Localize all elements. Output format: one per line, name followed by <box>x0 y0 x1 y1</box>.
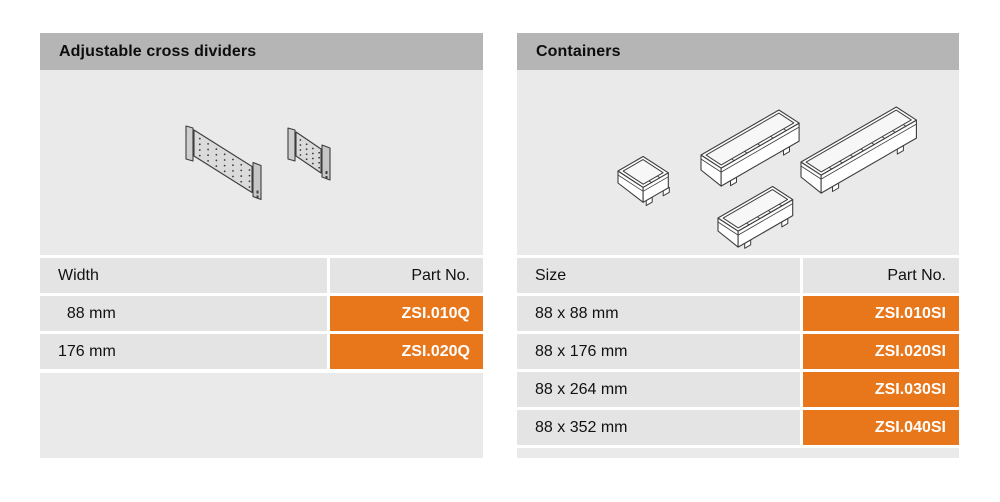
table-header-row: Size Part No. <box>517 258 959 293</box>
table-row: 88 mm ZSI.010Q <box>40 296 483 331</box>
table-row: 88 x 176 mm ZSI.020SI <box>517 334 959 369</box>
size-cell: 88 x 264 mm <box>517 372 800 407</box>
part-number-cell: ZSI.020SI <box>803 334 959 369</box>
partno-column-header: Part No. <box>803 258 959 293</box>
panel-footer-spacer <box>517 448 959 458</box>
product-panel-cross-dividers: Adjustable cross dividers Width Part No.… <box>40 33 483 458</box>
part-number-cell: ZSI.020Q <box>330 334 483 369</box>
part-number-cell: ZSI.010Q <box>330 296 483 331</box>
width-column-header: Width <box>40 258 327 293</box>
size-cell: 88 x 352 mm <box>517 410 800 445</box>
illustration-area <box>40 70 483 255</box>
table-row: 88 x 88 mm ZSI.010SI <box>517 296 959 331</box>
size-column-header: Size <box>517 258 800 293</box>
part-number-cell: ZSI.010SI <box>803 296 959 331</box>
panel-title: Containers <box>517 33 959 70</box>
cross-dividers-illustration <box>185 125 331 201</box>
width-cell: 88 mm <box>40 296 327 331</box>
part-number-cell: ZSI.030SI <box>803 372 959 407</box>
table-header-row: Width Part No. <box>40 258 483 293</box>
width-cell: 176 mm <box>40 334 327 369</box>
product-panel-containers: Containers Size Part No. 88 x 88 mm ZSI.… <box>517 33 959 458</box>
panel-footer-spacer <box>40 373 483 458</box>
containers-illustration <box>617 106 917 249</box>
size-cell: 88 x 176 mm <box>517 334 800 369</box>
table-row: 176 mm ZSI.020Q <box>40 334 483 369</box>
size-cell: 88 x 88 mm <box>517 296 800 331</box>
partno-column-header: Part No. <box>330 258 483 293</box>
panel-title: Adjustable cross dividers <box>40 33 483 70</box>
part-number-cell: ZSI.040SI <box>803 410 959 445</box>
illustration-area <box>517 70 959 255</box>
table-row: 88 x 352 mm ZSI.040SI <box>517 410 959 445</box>
table-row: 88 x 264 mm ZSI.030SI <box>517 372 959 407</box>
